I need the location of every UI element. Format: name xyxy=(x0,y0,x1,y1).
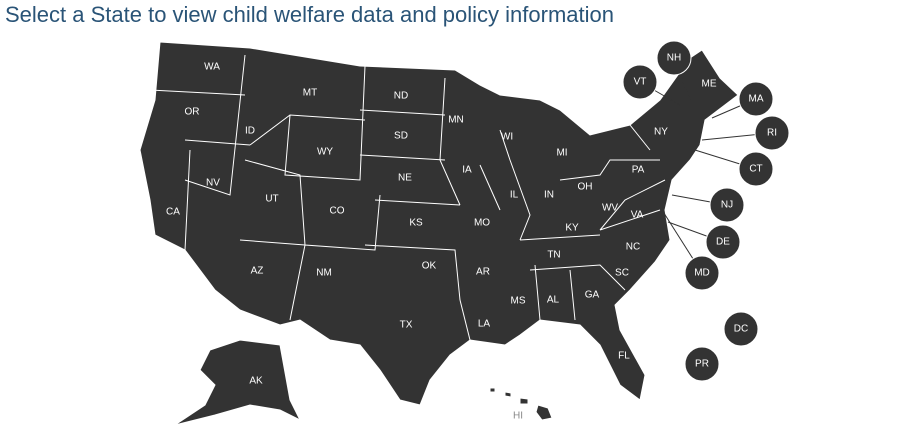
state-label[interactable]: TX xyxy=(400,320,413,331)
state-label[interactable]: NV xyxy=(206,178,220,189)
page-title: Select a State to view child welfare dat… xyxy=(5,2,614,27)
state-label[interactable]: MI xyxy=(556,148,567,159)
state-label[interactable]: UT xyxy=(265,194,278,205)
callout-label[interactable]: PR xyxy=(695,359,709,370)
callout-circle[interactable] xyxy=(705,224,741,260)
state-label[interactable]: WI xyxy=(501,132,513,143)
callout-circle[interactable] xyxy=(684,346,720,382)
state-label[interactable]: IA xyxy=(462,165,472,176)
state-label[interactable]: IL xyxy=(510,190,519,201)
callout-circle[interactable] xyxy=(709,187,745,223)
state-label[interactable]: IN xyxy=(544,190,554,201)
callout-circle[interactable] xyxy=(738,81,774,117)
alaska xyxy=(174,339,302,426)
callout-label[interactable]: MA xyxy=(749,94,764,105)
state-label[interactable]: LA xyxy=(478,319,491,330)
callout-label[interactable]: NJ xyxy=(721,200,733,211)
state-label[interactable]: OR xyxy=(185,107,200,118)
state-label[interactable]: CA xyxy=(166,207,180,218)
state-label[interactable]: KY xyxy=(565,223,579,234)
state-label[interactable]: ME xyxy=(702,79,717,90)
state-label[interactable]: VA xyxy=(631,210,644,221)
callout-label[interactable]: MD xyxy=(694,268,710,279)
state-label[interactable]: GA xyxy=(585,290,600,301)
state-label[interactable]: ID xyxy=(245,126,255,137)
state-label[interactable]: TN xyxy=(547,250,560,261)
state-label[interactable]: MO xyxy=(474,218,490,229)
state-label[interactable]: NC xyxy=(626,242,640,253)
state-label[interactable]: CO xyxy=(330,206,345,217)
state-label[interactable]: AK xyxy=(249,376,263,387)
callout-label[interactable]: DE xyxy=(716,237,730,248)
hawaii xyxy=(489,387,553,421)
state-label[interactable]: ND xyxy=(394,91,408,102)
state-label[interactable]: FL xyxy=(618,351,630,362)
contiguous-us xyxy=(139,41,739,406)
state-label[interactable]: AL xyxy=(547,295,560,306)
state-label[interactable]: NM xyxy=(316,268,332,279)
state-label[interactable]: MT xyxy=(303,88,317,99)
state-label[interactable]: PA xyxy=(632,165,645,176)
callout-circle[interactable] xyxy=(738,151,774,187)
state-label[interactable]: WV xyxy=(602,203,618,214)
state-label[interactable]: WY xyxy=(317,147,333,158)
state-label[interactable]: SD xyxy=(394,131,408,142)
state-label[interactable]: HI xyxy=(513,411,523,422)
state-label[interactable]: NY xyxy=(654,127,668,138)
state-label[interactable]: MN xyxy=(448,115,464,126)
state-label[interactable]: NE xyxy=(398,173,412,184)
callout-label[interactable]: RI xyxy=(767,128,777,139)
callout-circle[interactable] xyxy=(622,64,658,100)
state-borders xyxy=(149,54,666,341)
state-label[interactable]: OH xyxy=(578,182,593,193)
callout-label[interactable]: NH xyxy=(667,53,681,64)
callout-circle[interactable] xyxy=(684,255,720,291)
callout-circle[interactable] xyxy=(656,40,692,76)
callout-label[interactable]: VT xyxy=(634,77,647,88)
state-label[interactable]: KS xyxy=(409,218,423,229)
state-label[interactable]: AZ xyxy=(251,266,264,277)
callout-label[interactable]: DC xyxy=(734,324,748,335)
state-label[interactable]: AR xyxy=(476,267,490,278)
callout-circle[interactable] xyxy=(723,311,759,347)
state-label[interactable]: WA xyxy=(204,62,220,73)
callout-circle[interactable] xyxy=(754,115,790,151)
state-label[interactable]: MS xyxy=(511,296,526,307)
state-label[interactable]: SC xyxy=(615,268,629,279)
state-label[interactable]: OK xyxy=(422,261,437,272)
callout-label[interactable]: CT xyxy=(749,164,762,175)
